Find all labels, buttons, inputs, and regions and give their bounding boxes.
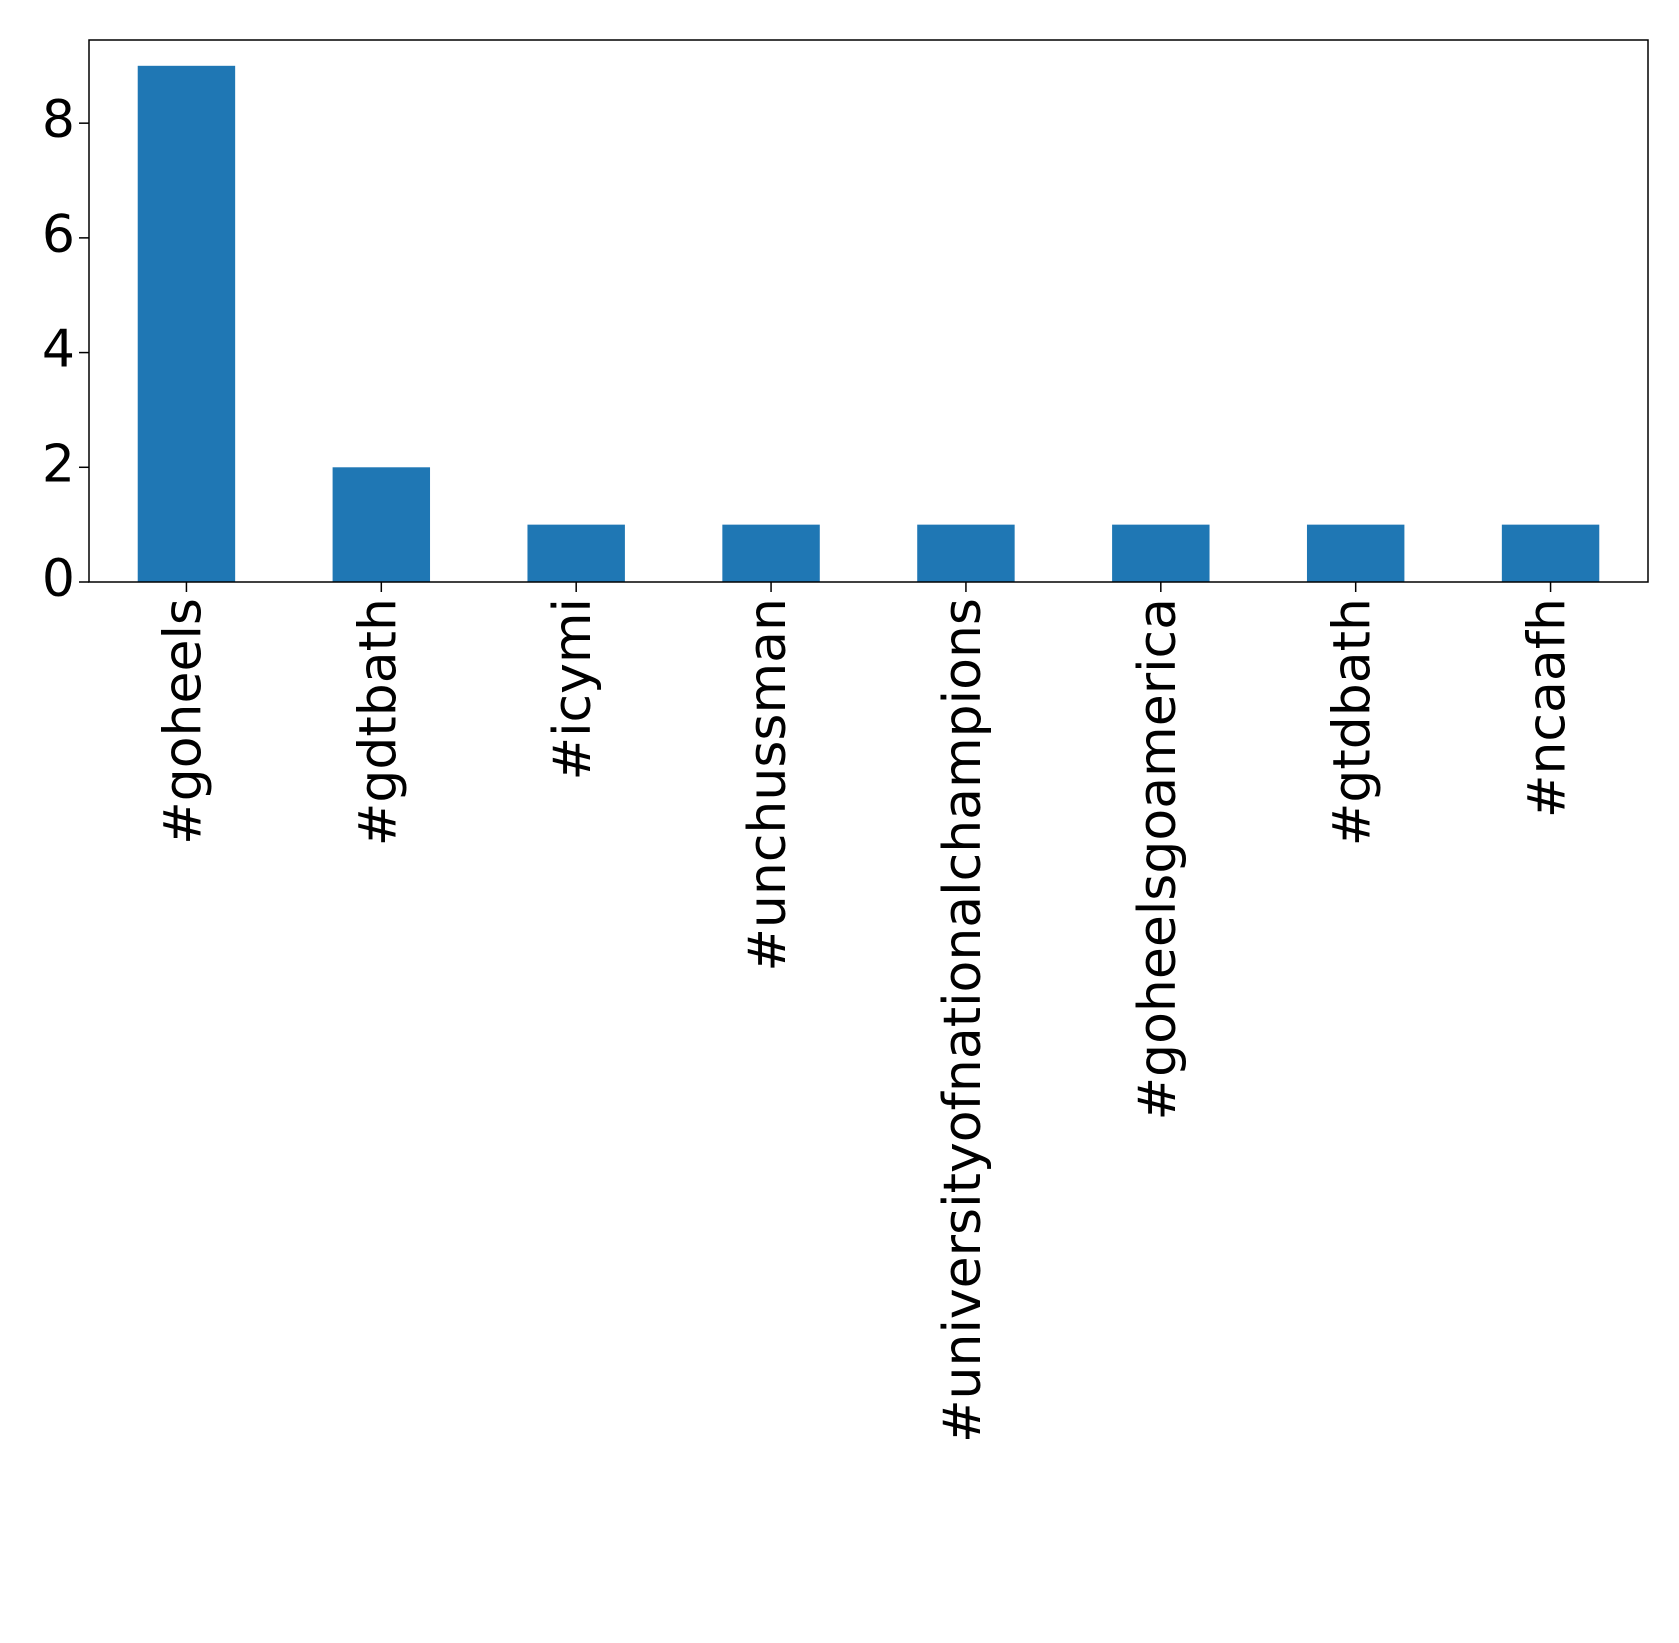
bar	[137, 65, 236, 583]
y-tick-label: 2	[42, 434, 75, 494]
bar	[332, 467, 431, 582]
x-tick-label: #ncaafh	[1518, 598, 1578, 818]
x-tick-label: #icymi	[543, 598, 603, 780]
bar	[527, 524, 625, 582]
bar	[917, 524, 1015, 582]
bar	[1306, 524, 1405, 582]
y-tick-label: 8	[42, 90, 75, 150]
x-tick-label: #universityofnationalchampions	[933, 598, 993, 1443]
y-tick-label: 0	[42, 549, 75, 609]
bar	[1112, 524, 1210, 582]
bar	[722, 524, 820, 582]
x-tick-label: #unchussman	[738, 598, 798, 972]
x-tick-label: #gtdbath	[1323, 598, 1383, 846]
bar	[1501, 524, 1600, 582]
x-tick-label: #gdtbath	[348, 598, 408, 846]
plot-frame	[88, 39, 1649, 583]
x-tick-label: #goheelsgoamerica	[1128, 598, 1188, 1121]
y-tick-label: 6	[42, 205, 75, 265]
y-tick-label: 4	[42, 320, 75, 380]
x-tick-label: #goheels	[153, 598, 213, 845]
